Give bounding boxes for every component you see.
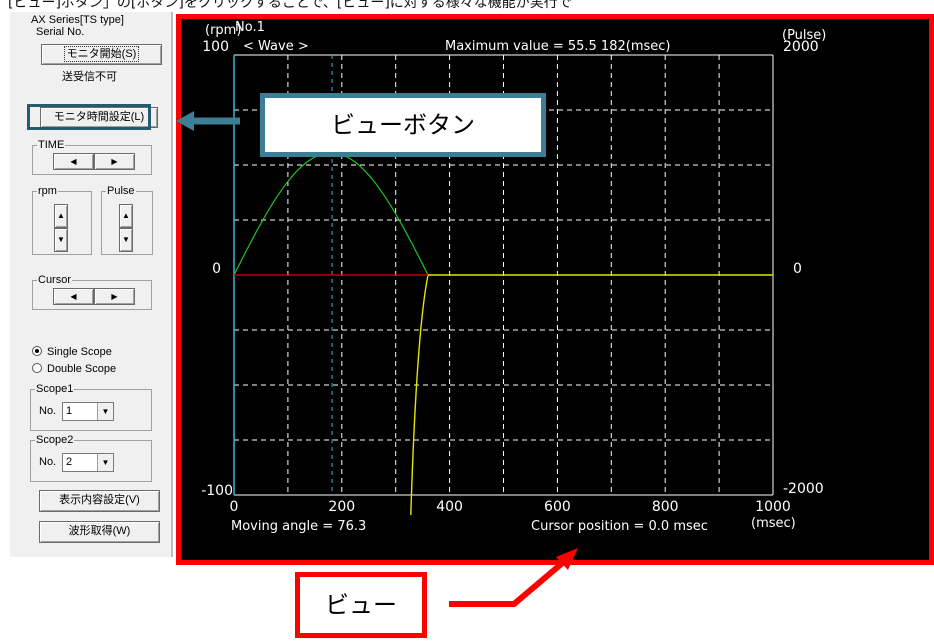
monitor-start-button[interactable]: モニタ開始(S) <box>41 44 162 65</box>
arrow-left-icon: ◀ <box>70 292 77 301</box>
arrow-up-icon: ▲ <box>57 211 65 220</box>
arrow-up-icon: ▲ <box>122 211 130 220</box>
scope1-group: Scope1 No. 1 ▼ <box>30 383 152 431</box>
cursor-group: Cursor ◀ ▶ <box>32 274 152 310</box>
rpm-legend: rpm <box>37 185 58 197</box>
single-scope-label: Single Scope <box>47 346 112 358</box>
view-button-callout: ビューボタン <box>260 93 546 157</box>
rpm-group: rpm ▲ ▼ <box>32 185 92 255</box>
cursor-right-button[interactable]: ▶ <box>94 288 135 305</box>
time-legend: TIME <box>37 139 66 151</box>
arrow-left-icon: ◀ <box>70 157 77 166</box>
y-right-bottom-label: -2000 <box>783 481 824 497</box>
x-unit-label: (msec) <box>751 516 796 531</box>
scope2-no-label: No. <box>39 456 57 468</box>
pulse-up-button[interactable]: ▲ <box>119 204 133 228</box>
x-tick-label: 600 <box>544 499 571 515</box>
x-tick-labels: 0 200 400 600 800 1000 <box>230 499 791 515</box>
pulse-group: Pulse ▲ ▼ <box>101 185 153 255</box>
left-unit-label: (rpm) <box>205 23 241 38</box>
radio-empty-icon <box>32 363 42 373</box>
pulse-down-button[interactable]: ▼ <box>119 228 133 252</box>
monitor-start-label: モニタ開始(S) <box>63 46 140 62</box>
moving-angle-text: Moving angle = 76.3 <box>231 519 366 534</box>
right-unit-label: (Pulse) <box>782 28 826 43</box>
arrow-down-icon: ▼ <box>57 235 65 244</box>
arrow-right-icon: ▶ <box>111 157 118 166</box>
rpm-down-button[interactable]: ▼ <box>54 228 68 252</box>
waveform-get-label: 波形取得(W) <box>68 525 131 537</box>
y-left-mid-label: 0 <box>212 261 221 277</box>
view-arrow-line <box>449 557 568 607</box>
cursor-legend: Cursor <box>37 274 73 286</box>
scope2-select[interactable]: 2 ▼ <box>62 453 114 472</box>
view-label: ビュー <box>295 572 427 638</box>
arrow-right-icon: ▶ <box>111 292 118 301</box>
control-panel: AX Series[TS type] Serial No. モニタ開始(S) 送… <box>10 12 173 557</box>
time-group: TIME ◀ ▶ <box>32 139 152 175</box>
scope1-no-label: No. <box>39 405 57 417</box>
x-tick-label: 800 <box>652 499 679 515</box>
cursor-position-text: Cursor position = 0.0 msec <box>531 519 708 534</box>
scope1-value: 1 <box>66 405 73 417</box>
x-tick-label: 200 <box>328 499 355 515</box>
pulse-waveform <box>410 274 773 516</box>
monitor-time-label: モニタ時間設定(L) <box>53 111 145 123</box>
y-left-top-label: 100 <box>202 39 229 55</box>
radio-selected-icon <box>32 346 42 356</box>
wave-label: < Wave > <box>243 39 309 54</box>
scope2-legend: Scope2 <box>35 434 75 446</box>
display-settings-button[interactable]: 表示内容設定(V) <box>39 490 160 512</box>
instruction-caption: [ビュー]ボタン」の[ボタン]をクリックすることで、[ビュー]に対する様々な機能… <box>8 0 572 10</box>
x-tick-label: 1000 <box>755 499 791 515</box>
double-scope-label: Double Scope <box>47 363 117 375</box>
chevron-down-icon: ▼ <box>97 403 113 420</box>
cursor-left-button[interactable]: ◀ <box>53 288 94 305</box>
waveform-get-button[interactable]: 波形取得(W) <box>39 521 160 543</box>
time-right-button[interactable]: ▶ <box>94 153 135 170</box>
y-right-top-label: 2000 <box>783 39 819 55</box>
maximum-value-text: Maximum value = 55.5 182(msec) <box>445 39 670 54</box>
arrow-down-icon: ▼ <box>122 235 130 244</box>
time-left-button[interactable]: ◀ <box>53 153 94 170</box>
y-left-bottom-label: -100 <box>201 483 233 499</box>
serial-label: Serial No. <box>36 26 85 38</box>
scope1-select[interactable]: 1 ▼ <box>62 402 114 421</box>
x-tick-label: 400 <box>436 499 463 515</box>
comm-status-text: 送受信不可 <box>62 71 117 83</box>
series-label: AX Series[TS type] <box>31 14 124 26</box>
rpm-up-button[interactable]: ▲ <box>54 204 68 228</box>
monitor-time-button[interactable]: モニタ時間設定(L) <box>40 107 158 128</box>
x-tick-label: 0 <box>230 499 239 515</box>
y-right-mid-label: 0 <box>793 261 802 277</box>
scope1-legend: Scope1 <box>35 383 75 395</box>
scope2-group: Scope2 No. 2 ▼ <box>30 434 152 482</box>
display-settings-label: 表示内容設定(V) <box>59 494 140 506</box>
speed-waveform <box>233 152 429 276</box>
double-scope-radio[interactable]: Double Scope <box>32 363 116 376</box>
scope2-value: 2 <box>66 456 73 468</box>
pulse-legend: Pulse <box>106 185 136 197</box>
channel-label: No.1 <box>235 20 265 35</box>
chevron-down-icon: ▼ <box>97 454 113 471</box>
single-scope-radio[interactable]: Single Scope <box>32 346 112 359</box>
